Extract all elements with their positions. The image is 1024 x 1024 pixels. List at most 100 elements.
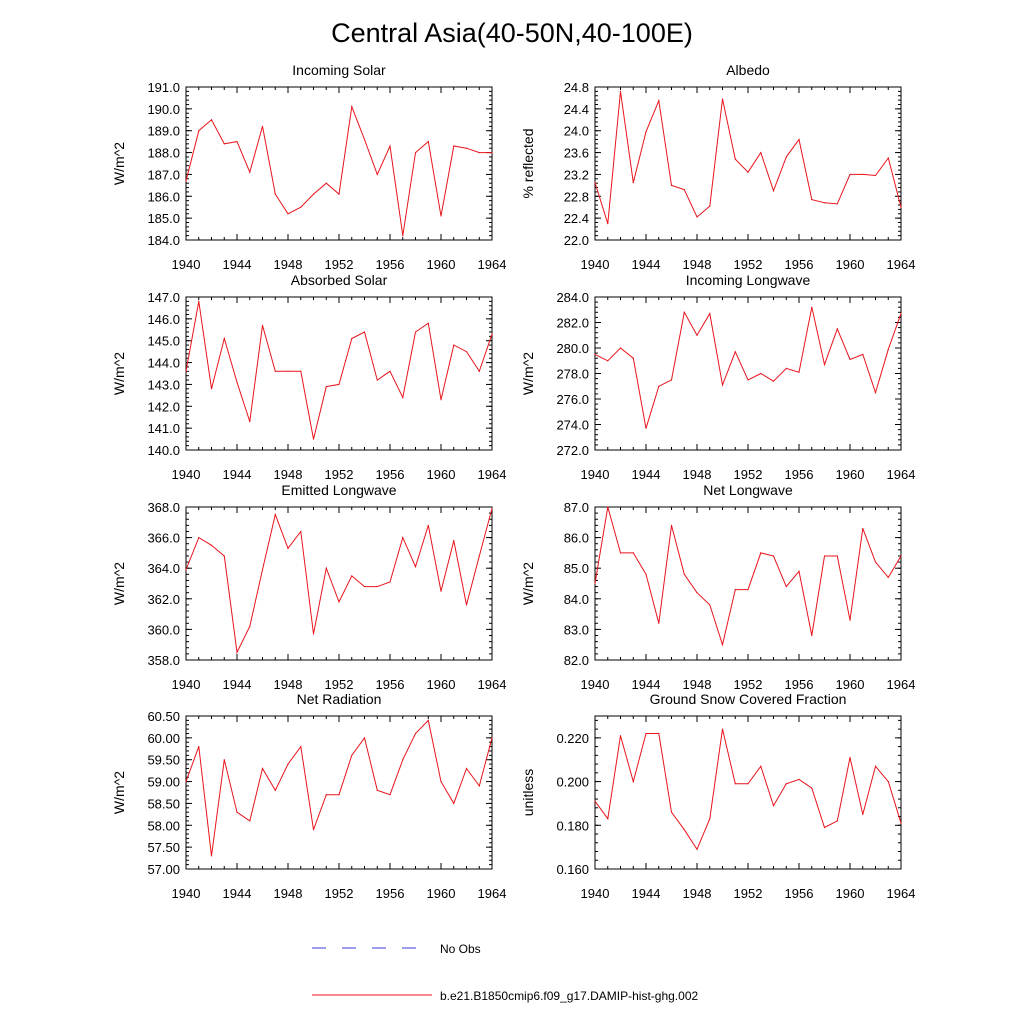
data-point	[249, 171, 251, 173]
chart-panel: 1940 1944 1948 1952 1956 1960 1964 57.00 57.50 58…	[111, 691, 506, 901]
x-tick-label: 1956	[376, 677, 405, 692]
data-point	[658, 622, 660, 624]
x-tick-label: 1940	[172, 677, 201, 692]
y-tick-label: 58.50	[147, 796, 180, 811]
data-point	[645, 131, 647, 133]
data-point	[351, 754, 353, 756]
data-point	[427, 141, 429, 143]
data-point	[874, 174, 877, 177]
data-point	[223, 143, 225, 145]
data-point	[440, 215, 442, 217]
data-point	[721, 644, 724, 646]
data-point	[274, 789, 276, 791]
y-tick-label: 362.0	[147, 592, 180, 607]
data-point	[670, 524, 673, 526]
data-point	[236, 651, 238, 653]
legend-obs-label: No Obs	[440, 942, 481, 956]
data-point	[594, 353, 596, 355]
data-point	[670, 379, 673, 381]
data-point	[236, 811, 238, 813]
y-tick-label: 284.0	[556, 290, 589, 305]
data-point	[607, 506, 609, 508]
plot-frame	[185, 506, 493, 661]
data-point	[862, 173, 864, 176]
data-point	[465, 351, 468, 353]
data-point	[287, 763, 289, 765]
y-tick-label: 360.0	[147, 622, 180, 637]
data-point	[836, 328, 838, 330]
data-point	[376, 379, 378, 381]
panel-title: Net Radiation	[297, 691, 382, 707]
data-point	[734, 158, 736, 160]
x-tick-label: 1940	[172, 257, 201, 272]
x-tick-label: 1944	[223, 257, 252, 272]
x-tick-label: 1944	[632, 467, 661, 482]
data-point	[862, 353, 864, 355]
data-point	[198, 746, 200, 748]
x-tick-label: 1960	[427, 886, 456, 901]
data-point	[874, 392, 877, 394]
data-point	[760, 372, 762, 375]
x-tick-label: 1948	[274, 677, 303, 692]
x-tick-label: 1944	[223, 886, 252, 901]
series-line	[185, 719, 493, 856]
plot-frame	[185, 86, 493, 241]
chart-panel: 1940 1944 1948 1952 1956 1960 1964 140.0 141.0 14…	[111, 272, 506, 482]
x-tick-label: 1952	[325, 467, 354, 482]
data-point	[811, 306, 813, 308]
x-tick-label: 1944	[223, 677, 252, 692]
data-point	[785, 156, 787, 158]
data-point	[607, 360, 609, 362]
data-point	[185, 569, 187, 571]
x-tick-label: 1948	[683, 257, 712, 272]
data-point	[338, 193, 340, 195]
y-tick-label: 58.00	[147, 818, 180, 833]
y-axis-label: unitless	[520, 769, 536, 816]
y-tick-label: 188.0	[147, 146, 180, 161]
data-point	[453, 145, 455, 147]
y-axis-label: % reflected	[520, 128, 536, 198]
x-tick-label: 1940	[581, 257, 610, 272]
data-point	[747, 379, 749, 381]
data-point	[478, 785, 480, 787]
plot-frame	[594, 86, 902, 241]
y-axis-label: W/m^2	[111, 771, 127, 814]
y-tick-label: 282.0	[556, 316, 589, 331]
x-tick-label: 1948	[683, 886, 712, 901]
y-axis-label: W/m^2	[111, 142, 127, 185]
panel-title: Emitted Longwave	[281, 482, 396, 498]
y-tick-label: 358.0	[147, 653, 180, 668]
chart-panel: 1940 1944 1948 1952 1956 1960 1964 184.0 185.0 18…	[111, 62, 506, 272]
x-tick-label: 1944	[632, 677, 661, 692]
x-tick-label: 1956	[785, 257, 814, 272]
x-tick-label: 1952	[734, 886, 763, 901]
y-tick-label: 0.220	[556, 731, 589, 746]
chart-panel: 1940 1944 1948 1952 1956 1960 1964 272.0 274.0 27…	[520, 272, 915, 482]
x-tick-label: 1952	[325, 886, 354, 901]
data-point	[414, 331, 417, 333]
data-point	[491, 151, 493, 154]
data-point	[465, 147, 468, 149]
x-tick-label: 1964	[478, 677, 507, 692]
y-tick-label: 191.0	[147, 80, 180, 95]
chart-panel: 1940 1944 1948 1952 1956 1960 1964 0.160 0.180 0.…	[520, 691, 915, 901]
data-point	[696, 592, 698, 594]
y-tick-label: 278.0	[556, 367, 589, 382]
data-point	[351, 337, 353, 340]
data-point	[210, 119, 213, 121]
y-tick-label: 22.4	[564, 211, 589, 226]
data-point	[402, 396, 404, 399]
data-point	[836, 555, 838, 557]
data-point	[772, 380, 775, 382]
x-tick-label: 1952	[325, 257, 354, 272]
y-tick-label: 59.50	[147, 753, 180, 768]
data-point	[402, 537, 404, 539]
y-tick-label: 144.0	[147, 356, 180, 371]
y-tick-label: 187.0	[147, 167, 180, 182]
data-point	[249, 820, 251, 822]
y-tick-label: 82.0	[564, 653, 589, 668]
data-point	[236, 141, 238, 143]
x-tick-label: 1940	[172, 886, 201, 901]
y-tick-label: 189.0	[147, 124, 180, 139]
data-point	[683, 189, 685, 191]
